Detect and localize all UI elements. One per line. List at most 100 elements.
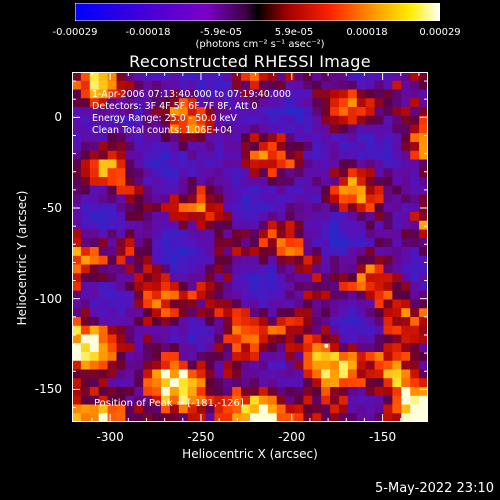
heatmap-cell	[356, 299, 367, 309]
heatmap-cell	[134, 264, 144, 274]
heatmap-cell	[232, 317, 242, 327]
heatmap-cell	[392, 142, 402, 152]
heatmap-cell	[187, 115, 198, 126]
heatmap-cell	[250, 282, 260, 292]
heatmap-cell	[125, 185, 135, 196]
heatmap-cell	[134, 168, 144, 178]
heatmap-cell	[294, 150, 304, 161]
heatmap-cell	[223, 238, 233, 248]
heatmap-cell	[267, 159, 278, 169]
heatmap-cell	[339, 395, 349, 406]
heatmap-cell	[116, 387, 126, 397]
heatmap-cell	[401, 72, 411, 82]
heatmap-cell	[241, 247, 251, 257]
heatmap-cell	[134, 212, 144, 222]
heatmap-cell	[392, 247, 402, 257]
heatmap-cell	[223, 352, 233, 362]
heatmap-cell	[321, 185, 331, 196]
heatmap-cell	[161, 334, 171, 344]
heatmap-cell	[116, 115, 126, 126]
heatmap-cell	[294, 133, 304, 143]
heatmap-cell	[356, 378, 367, 388]
heatmap-cell	[330, 282, 340, 292]
heatmap-cell	[134, 395, 144, 406]
heatmap-cell	[419, 80, 428, 91]
heatmap-cell	[134, 404, 144, 414]
heatmap-cell	[178, 89, 189, 99]
heatmap-cell	[294, 177, 304, 187]
heatmap-cell	[134, 273, 144, 283]
heatmap-cell	[250, 168, 260, 178]
heatmap-cell	[365, 264, 376, 274]
heatmap-cell	[223, 133, 233, 143]
heatmap-cell	[80, 255, 91, 266]
heatmap-cell	[98, 308, 109, 318]
heatmap-cell	[89, 185, 100, 196]
heatmap-cell	[330, 220, 340, 231]
heatmap-cell	[116, 247, 126, 257]
heatmap-cell	[89, 238, 100, 248]
heatmap-cell	[383, 334, 393, 344]
heatmap-cell	[187, 299, 198, 309]
heatmap-cell	[347, 317, 358, 327]
heatmap-cell	[258, 133, 269, 143]
heatmap-cell	[410, 325, 420, 336]
heatmap-cell	[161, 369, 171, 379]
heatmap-cell	[241, 369, 251, 379]
heatmap-cell	[80, 142, 91, 152]
heatmap-cell	[223, 229, 233, 239]
heatmap-cell	[294, 264, 304, 274]
heatmap-cell	[107, 317, 118, 327]
heatmap-cell	[330, 159, 340, 169]
heatmap-cell	[98, 264, 109, 274]
heatmap-cell	[107, 404, 118, 414]
heatmap-cell	[330, 413, 340, 422]
heatmap-cell	[143, 264, 153, 274]
heatmap-cell	[134, 72, 144, 82]
heatmap-cell	[196, 387, 207, 397]
heatmap-cell	[312, 282, 322, 292]
heatmap-cell	[196, 89, 207, 99]
heatmap-cell	[330, 72, 340, 82]
heatmap-cell	[321, 220, 331, 231]
heatmap-cell	[321, 369, 331, 379]
heatmap-cell	[258, 413, 269, 422]
heatmap-cell	[258, 334, 269, 344]
heatmap-cell	[72, 185, 82, 196]
heatmap-cell	[392, 404, 402, 414]
heatmap-cell	[143, 185, 153, 196]
heatmap-cell	[356, 212, 367, 222]
heatmap-cell	[330, 317, 340, 327]
heatmap-cell	[410, 334, 420, 344]
heatmap-cell	[347, 194, 358, 204]
heatmap-cell	[330, 352, 340, 362]
heatmap-cell	[232, 229, 242, 239]
heatmap-cell	[169, 282, 180, 292]
heatmap-cell	[152, 107, 162, 117]
heatmap-cell	[374, 177, 385, 187]
annotation-energy-range: Energy Range: 25.0 - 50.0 keV	[92, 113, 237, 124]
heatmap-cell	[80, 290, 91, 301]
heatmap-cell	[365, 194, 376, 204]
heatmap-cell	[178, 247, 189, 257]
heatmap-plot	[72, 72, 428, 422]
heatmap-cell	[285, 273, 296, 283]
heatmap-cell	[258, 150, 269, 161]
heatmap-cell	[152, 255, 162, 266]
heatmap-cell	[392, 334, 402, 344]
heatmap-cell	[89, 142, 100, 152]
heatmap-cell	[134, 159, 144, 169]
heatmap-cell	[330, 107, 340, 117]
heatmap-cell	[347, 290, 358, 301]
heatmap-cell	[178, 229, 189, 239]
heatmap-cell	[107, 369, 118, 379]
heatmap-cell	[98, 317, 109, 327]
heatmap-cell	[161, 72, 171, 82]
heatmap-cell	[276, 168, 287, 178]
heatmap-cell	[410, 413, 420, 422]
heatmap-cell	[347, 72, 358, 82]
heatmap-cell	[294, 107, 304, 117]
heatmap-cell	[223, 325, 233, 336]
heatmap-cell	[125, 299, 135, 309]
heatmap-cell	[383, 273, 393, 283]
